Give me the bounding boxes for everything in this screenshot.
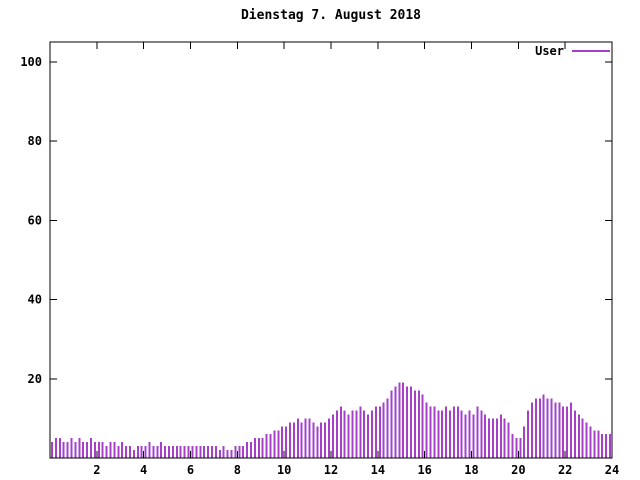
chart-title: Dienstag 7. August 2018 [240, 8, 421, 23]
tick-label: 16 [417, 463, 431, 477]
tick-label: 6 [187, 463, 194, 477]
tick-label: 80 [28, 134, 42, 148]
tick-label: 10 [277, 463, 291, 477]
tick-label: 18 [464, 463, 478, 477]
tick-label: 60 [28, 213, 42, 227]
tick-label: 14 [371, 463, 385, 477]
tick-label: 8 [234, 463, 241, 477]
tick-label: 24 [605, 463, 619, 477]
tick-label: 100 [20, 55, 42, 69]
legend-line-sample [572, 50, 610, 52]
plot-border [49, 41, 613, 459]
tick-label: 22 [558, 463, 572, 477]
tick-label: 20 [28, 372, 42, 386]
tick-label: 20 [511, 463, 525, 477]
tick-label: 2 [93, 463, 100, 477]
tick-label: 40 [28, 293, 42, 307]
legend-label: User [535, 44, 564, 58]
tick-label: 4 [140, 463, 147, 477]
legend: User [535, 44, 610, 58]
tick-label: 12 [324, 463, 338, 477]
